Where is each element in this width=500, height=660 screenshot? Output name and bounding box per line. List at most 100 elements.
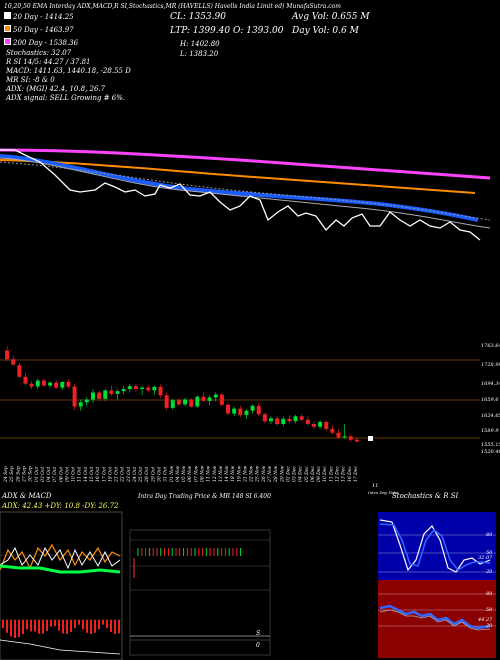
adx-macd-panel (0, 511, 123, 660)
candle-body-57 (354, 439, 359, 442)
candle-body-31 (195, 396, 200, 407)
date-label-19: 22 Oct (120, 467, 126, 483)
candle-body-53 (330, 428, 335, 433)
date-label-32: 08 Nov (199, 465, 205, 482)
date-label-50: 06 Dec (310, 466, 316, 482)
macd-bar-20 (82, 620, 84, 630)
date-label-29: 05 Nov (181, 465, 187, 482)
date-label-51: 09 Dec (316, 466, 322, 482)
date-label-48: 04 Dec (298, 466, 304, 482)
candle-body-4 (29, 383, 34, 387)
candle-body-22 (140, 387, 145, 389)
candle-body-54 (336, 432, 341, 438)
date-label-45: 29 Nov (279, 465, 285, 483)
avg-volume: Avg Vol: 0.655 M (292, 12, 370, 22)
candle-body-11 (72, 386, 77, 407)
rsi-lines (378, 593, 496, 631)
ema-gray-line (0, 157, 491, 229)
date-axis: 24 Sep 25 Sep 26 Sep 27 Sep 30 Sep 01 Oct 03 O… (3, 465, 359, 483)
date-label-17: 18 Oct (107, 467, 113, 482)
candle-body-47 (293, 416, 298, 422)
candle-body-35 (219, 394, 224, 405)
intraday-title: Intra Day Trading Price & MR 148 SI 6.40… (138, 493, 271, 500)
candle-body-56 (348, 436, 353, 440)
candle-body-24 (152, 386, 157, 391)
stochastics-title: Stochastics & R SI (392, 492, 459, 500)
date-label-24: 29 Oct (150, 467, 156, 483)
date-label-56: 16 Dec (347, 466, 353, 482)
candle-body-51 (318, 421, 323, 427)
price-tick-2: 1694.34 (481, 381, 500, 387)
date-label-31: 07 Nov (193, 465, 199, 482)
header-top-line: 10,20,50 EMA Interday ADX,MACD,R SI,Stoc… (4, 3, 341, 10)
date-label-35: 13 Nov (218, 465, 224, 482)
date-label-38: 19 Nov (236, 465, 242, 482)
candle-body-12 (78, 402, 83, 407)
candle-body-42 (262, 414, 267, 422)
candle-body-28 (176, 400, 181, 405)
candle-body-49 (305, 419, 310, 424)
stochastic-lines (378, 519, 496, 573)
candle-grid (0, 359, 480, 439)
day-volume: Day Vol: 0.6 M (292, 26, 359, 36)
day-low: L: 1383.20 (180, 50, 219, 58)
candle-body-26 (164, 395, 169, 408)
date-label-25: 30 Oct (157, 467, 163, 482)
candle-body-27 (170, 400, 175, 408)
date-label-16: 17 Oct (101, 467, 107, 482)
macd-bar-2 (10, 620, 12, 637)
candle-body-38 (238, 408, 243, 415)
macd-bar-11 (46, 620, 48, 632)
candle-body-36 (226, 404, 231, 414)
intraday-note: 11 (372, 483, 379, 489)
date-label-11: 10 Oct (71, 467, 77, 482)
date-label-54: 12 Dec (335, 466, 341, 482)
price-tick-5: 1589.9 (481, 428, 499, 434)
adx-signal: ADX signal: SELL Growing # 6%. (6, 94, 126, 102)
date-label-2: 26 Sep (15, 466, 21, 483)
stoch-tick-50: 50 (486, 550, 493, 556)
candle-body-19 (121, 389, 126, 392)
macd-bar-19 (78, 620, 80, 625)
macd-bar-22 (90, 620, 92, 634)
candle-body-20 (127, 386, 132, 389)
date-label-53: 11 Dec (328, 466, 334, 482)
candle-body-13 (84, 399, 89, 403)
price-close-line (0, 149, 481, 241)
macd-bar-0 (2, 620, 4, 628)
date-label-14: 15 Oct (89, 467, 95, 482)
macd-bar-17 (70, 620, 72, 632)
ltp-open: LTP: 1399.40 O: 1393.00 (170, 26, 284, 36)
candle-body-48 (299, 416, 304, 420)
date-label-15: 16 Oct (95, 467, 101, 482)
day-high: H: 1402.80 (180, 40, 220, 48)
candle-body-18 (115, 391, 120, 394)
rsi-value-label: 44.27 (478, 617, 493, 623)
ema50-swatch (4, 25, 11, 32)
macd-bar-12 (50, 620, 52, 627)
rsi-tick-20: 20 (486, 623, 493, 629)
candle-body-0 (5, 350, 10, 360)
macd-bar-28 (114, 620, 116, 634)
candle-body-23 (146, 387, 151, 391)
date-label-27: 01 Nov (169, 465, 175, 482)
date-label-0: 24 Sep (3, 466, 9, 483)
date-label-46: 02 Dec (285, 466, 291, 482)
date-label-18: 21 Oct (114, 467, 120, 483)
date-label-23: 28 Oct (144, 467, 150, 483)
date-label-40: 22 Nov (249, 465, 255, 483)
date-label-6: 03 Oct (40, 467, 46, 482)
date-label-22: 25 Oct (138, 467, 144, 483)
date-label-37: 18 Nov (230, 465, 236, 482)
macd-bar-7 (30, 620, 32, 632)
macd-bar-18 (74, 620, 76, 629)
macd-bar-21 (86, 620, 88, 633)
candle-body-9 (60, 382, 65, 388)
date-label-4: 30 Sep (28, 466, 34, 482)
date-label-39: 21 Nov (242, 465, 248, 483)
candle-body-5 (35, 380, 40, 387)
date-label-5: 01 Oct (34, 467, 40, 482)
ema200-line (0, 148, 491, 180)
current-candle (368, 436, 373, 441)
candle-body-32 (201, 396, 206, 401)
